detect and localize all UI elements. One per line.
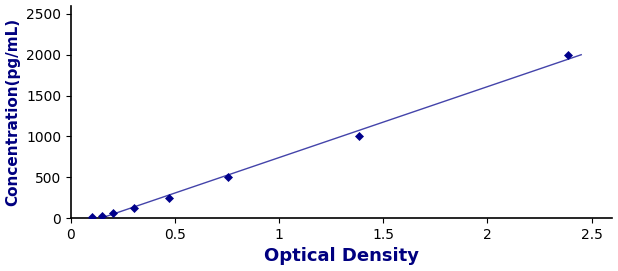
Y-axis label: Concentration(pg/mL): Concentration(pg/mL): [6, 18, 20, 206]
X-axis label: Optical Density: Optical Density: [265, 247, 419, 265]
